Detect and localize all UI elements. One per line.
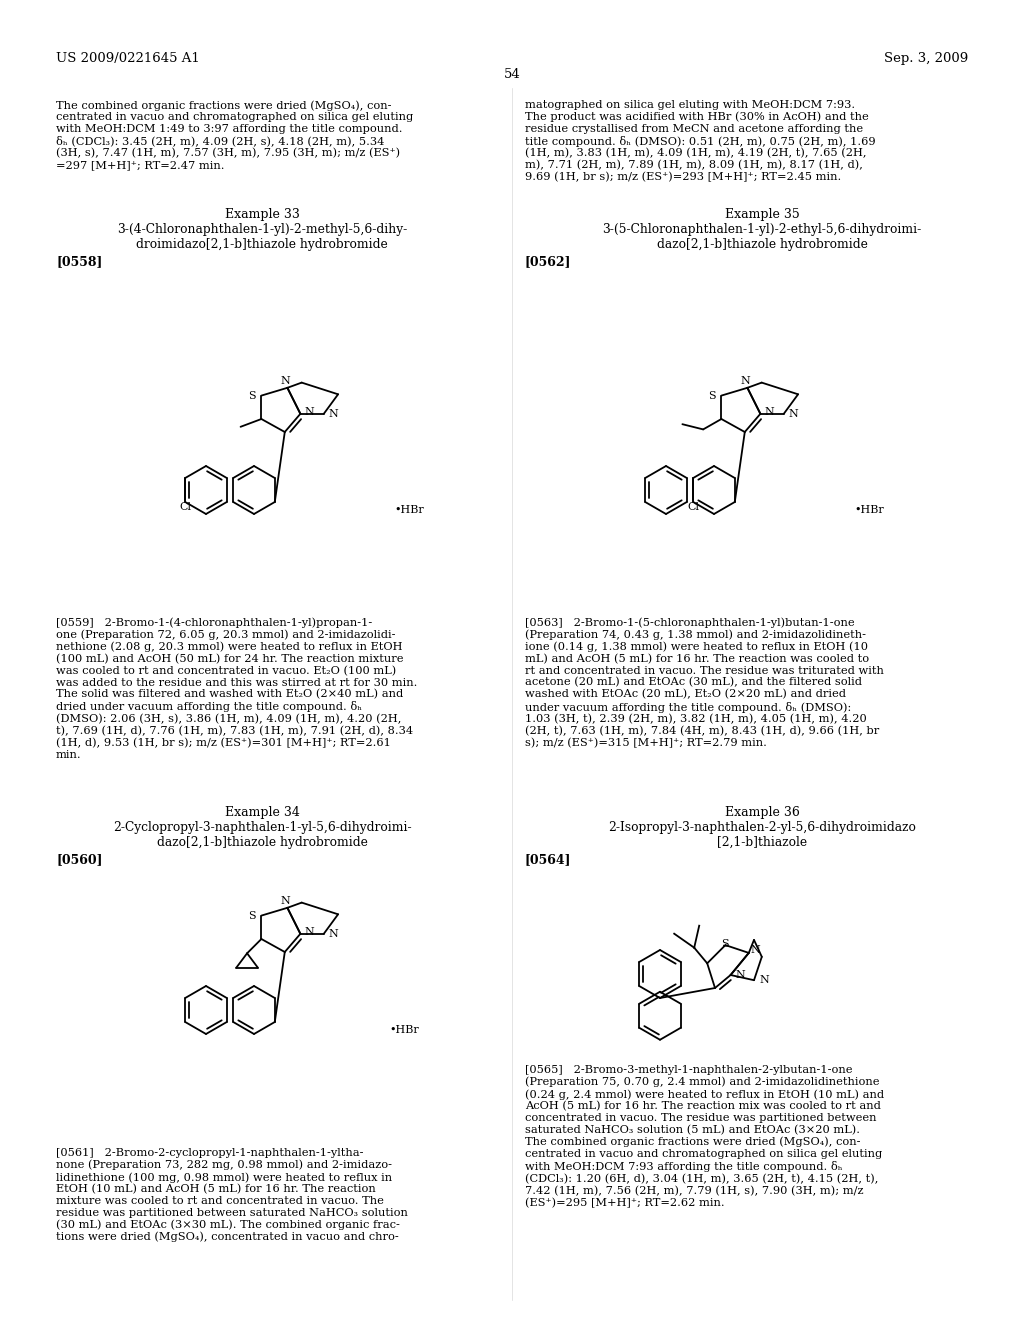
- Text: N: N: [735, 970, 745, 979]
- Text: [0563]   2-Bromo-1-(5-chloronaphthalen-1-yl)butan-1-one
(Preparation 74, 0.43 g,: [0563] 2-Bromo-1-(5-chloronaphthalen-1-y…: [525, 616, 884, 748]
- Text: [0564]: [0564]: [525, 853, 571, 866]
- Text: Example 33: Example 33: [224, 209, 299, 220]
- Text: Cl: Cl: [687, 502, 699, 512]
- Text: S: S: [708, 391, 716, 400]
- Text: N: N: [304, 927, 314, 937]
- Text: [0562]: [0562]: [525, 255, 571, 268]
- Text: S: S: [248, 391, 255, 400]
- Text: matographed on silica gel eluting with MeOH:DCM 7:93.
The product was acidified : matographed on silica gel eluting with M…: [525, 100, 876, 182]
- Text: N: N: [740, 376, 751, 385]
- Text: N: N: [788, 409, 799, 418]
- Text: N: N: [304, 407, 314, 417]
- Text: •HBr: •HBr: [855, 506, 885, 515]
- Text: 54: 54: [504, 69, 520, 81]
- Text: Example 36: Example 36: [725, 807, 800, 818]
- Text: Example 34: Example 34: [224, 807, 299, 818]
- Text: Cl: Cl: [179, 502, 191, 512]
- Text: [0565]   2-Bromo-3-methyl-1-naphthalen-2-ylbutan-1-one
(Preparation 75, 0.70 g, : [0565] 2-Bromo-3-methyl-1-naphthalen-2-y…: [525, 1065, 884, 1208]
- Text: Example 35: Example 35: [725, 209, 800, 220]
- Text: N: N: [281, 896, 290, 906]
- Text: S: S: [722, 939, 729, 949]
- Text: [0560]: [0560]: [56, 853, 102, 866]
- Text: 2-Isopropyl-3-naphthalen-2-yl-5,6-dihydroimidazo
[2,1-b]thiazole: 2-Isopropyl-3-naphthalen-2-yl-5,6-dihydr…: [608, 821, 915, 849]
- Text: N: N: [764, 407, 774, 417]
- Text: N: N: [751, 945, 761, 954]
- Text: N: N: [759, 975, 769, 985]
- Text: 3-(5-Chloronaphthalen-1-yl)-2-ethyl-5,6-dihydroimi-
dazo[2,1-b]thiazole hydrobro: 3-(5-Chloronaphthalen-1-yl)-2-ethyl-5,6-…: [602, 223, 922, 251]
- Text: N: N: [329, 929, 339, 939]
- Text: [0558]: [0558]: [56, 255, 102, 268]
- Text: 2-Cyclopropyl-3-naphthalen-1-yl-5,6-dihydroimi-
dazo[2,1-b]thiazole hydrobromide: 2-Cyclopropyl-3-naphthalen-1-yl-5,6-dihy…: [113, 821, 412, 849]
- Text: N: N: [329, 409, 339, 418]
- Text: The combined organic fractions were dried (MgSO₄), con-
centrated in vacuo and c: The combined organic fractions were drie…: [56, 100, 414, 170]
- Text: [0561]   2-Bromo-2-cyclopropyl-1-naphthalen-1-yltha-
none (Preparation 73, 282 m: [0561] 2-Bromo-2-cyclopropyl-1-naphthale…: [56, 1148, 408, 1242]
- Text: US 2009/0221645 A1: US 2009/0221645 A1: [56, 51, 200, 65]
- Text: N: N: [281, 376, 290, 385]
- Text: S: S: [248, 911, 255, 920]
- Text: 3-(4-Chloronaphthalen-1-yl)-2-methyl-5,6-dihy-
droimidazo[2,1-b]thiazole hydrobr: 3-(4-Chloronaphthalen-1-yl)-2-methyl-5,6…: [117, 223, 408, 251]
- Text: •HBr: •HBr: [390, 1026, 420, 1035]
- Text: •HBr: •HBr: [395, 506, 425, 515]
- Text: Sep. 3, 2009: Sep. 3, 2009: [884, 51, 968, 65]
- Text: [0559]   2-Bromo-1-(4-chloronaphthalen-1-yl)propan-1-
one (Preparation 72, 6.05 : [0559] 2-Bromo-1-(4-chloronaphthalen-1-y…: [56, 616, 418, 760]
